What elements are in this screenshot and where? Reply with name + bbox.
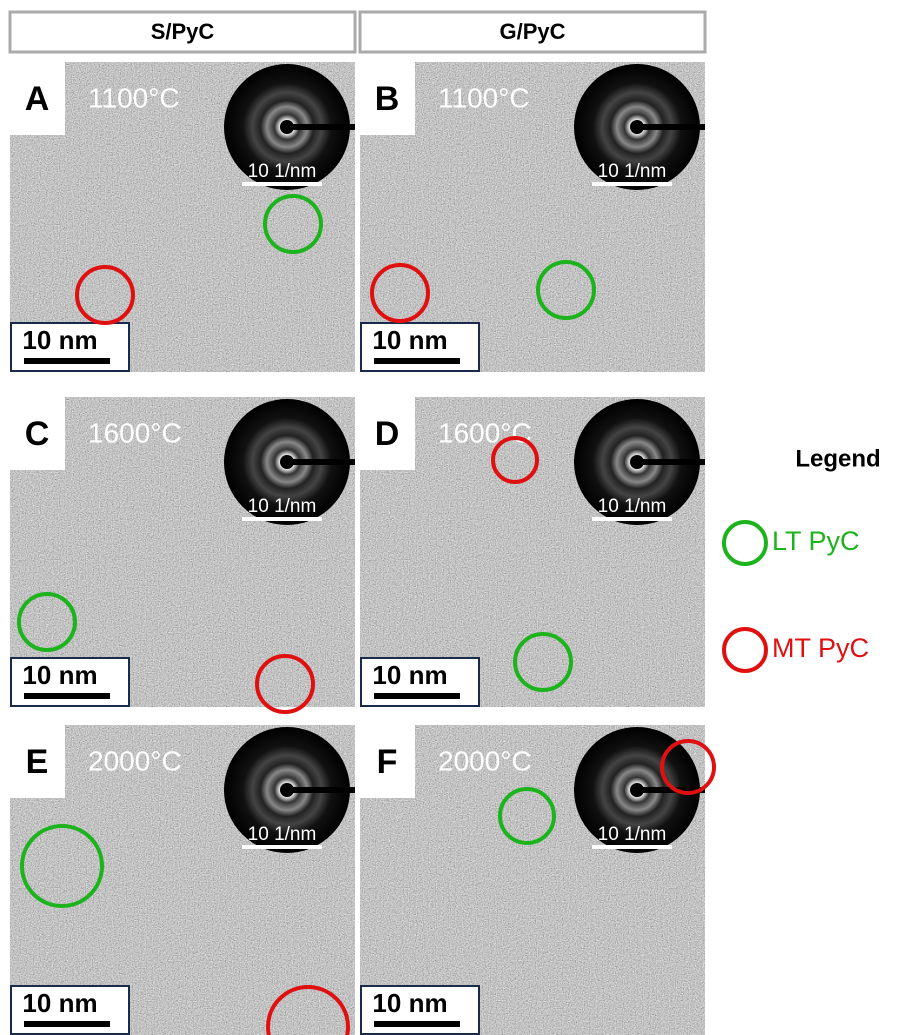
beam-stop-tip xyxy=(280,455,294,469)
legend-label: LT PyC xyxy=(772,526,860,556)
scale-bar-label: 10 nm xyxy=(372,660,447,690)
temperature: 1600°C xyxy=(438,417,532,448)
scale-bar xyxy=(374,693,460,699)
column-header: S/PyC xyxy=(151,19,215,44)
beam-stop-tip xyxy=(630,120,644,134)
tem-panel: C 1600°C 10 1/nm 10 nm xyxy=(10,397,355,712)
scale-bar-label: 10 nm xyxy=(372,988,447,1018)
scale-bar-label: 10 nm xyxy=(22,988,97,1018)
diffraction-scale-bar xyxy=(242,517,322,521)
beam-stop-tip xyxy=(280,120,294,134)
diffraction-scale: 10 1/nm xyxy=(248,496,317,517)
diffraction-scale-bar xyxy=(592,517,672,521)
panel-letter: A xyxy=(25,80,50,118)
temperature: 1100°C xyxy=(88,82,180,113)
legend-title: Legend xyxy=(795,445,880,472)
beam-stop-tip xyxy=(630,455,644,469)
legend-label: MT PyC xyxy=(772,633,869,663)
diffraction-scale-bar xyxy=(592,182,672,186)
diffraction-scale: 10 1/nm xyxy=(248,824,317,845)
tem-panel: B 1100°C 10 1/nm 10 nm xyxy=(360,62,705,372)
diffraction-scale: 10 1/nm xyxy=(248,161,317,182)
scale-bar xyxy=(374,358,460,364)
scale-bar xyxy=(374,1021,460,1027)
panel-letter: B xyxy=(375,80,400,118)
figure: S/PyC G/PyC A 1100°C 10 1/nm 10 nm B 1100°C 10 1… xyxy=(0,0,919,1035)
legend-marker xyxy=(724,629,766,671)
tem-panel: D 1600°C 10 1/nm 10 nm xyxy=(360,397,705,707)
temperature: 2000°C xyxy=(88,745,182,776)
beam-stop-tip xyxy=(280,783,294,797)
column-header: G/PyC xyxy=(499,19,565,44)
panel-letter: D xyxy=(375,415,400,453)
diffraction-scale: 10 1/nm xyxy=(598,496,667,517)
beam-stop-tip xyxy=(630,783,644,797)
panel-letter: E xyxy=(26,743,49,781)
scale-bar-label: 10 nm xyxy=(22,325,97,355)
panel-letter: C xyxy=(25,415,50,453)
temperature: 2000°C xyxy=(438,745,532,776)
diffraction-scale-bar xyxy=(242,182,322,186)
temperature: 1100°C xyxy=(438,82,530,113)
tem-panel: A 1100°C 10 1/nm 10 nm xyxy=(10,62,355,372)
scale-bar-label: 10 nm xyxy=(22,660,97,690)
diffraction-scale-bar xyxy=(242,845,322,849)
temperature: 1600°C xyxy=(88,417,182,448)
diffraction-scale: 10 1/nm xyxy=(598,161,667,182)
diffraction-scale-bar xyxy=(592,845,672,849)
scale-bar xyxy=(24,693,110,699)
diffraction-scale: 10 1/nm xyxy=(598,824,667,845)
scale-bar xyxy=(24,358,110,364)
panel-letter: F xyxy=(377,743,398,781)
tem-panel: E 2000°C 10 1/nm 10 nm xyxy=(10,725,355,1035)
scale-bar xyxy=(24,1021,110,1027)
tem-panel: F 2000°C 10 1/nm 10 nm xyxy=(360,725,714,1035)
scale-bar-label: 10 nm xyxy=(372,325,447,355)
legend-marker xyxy=(724,522,766,564)
